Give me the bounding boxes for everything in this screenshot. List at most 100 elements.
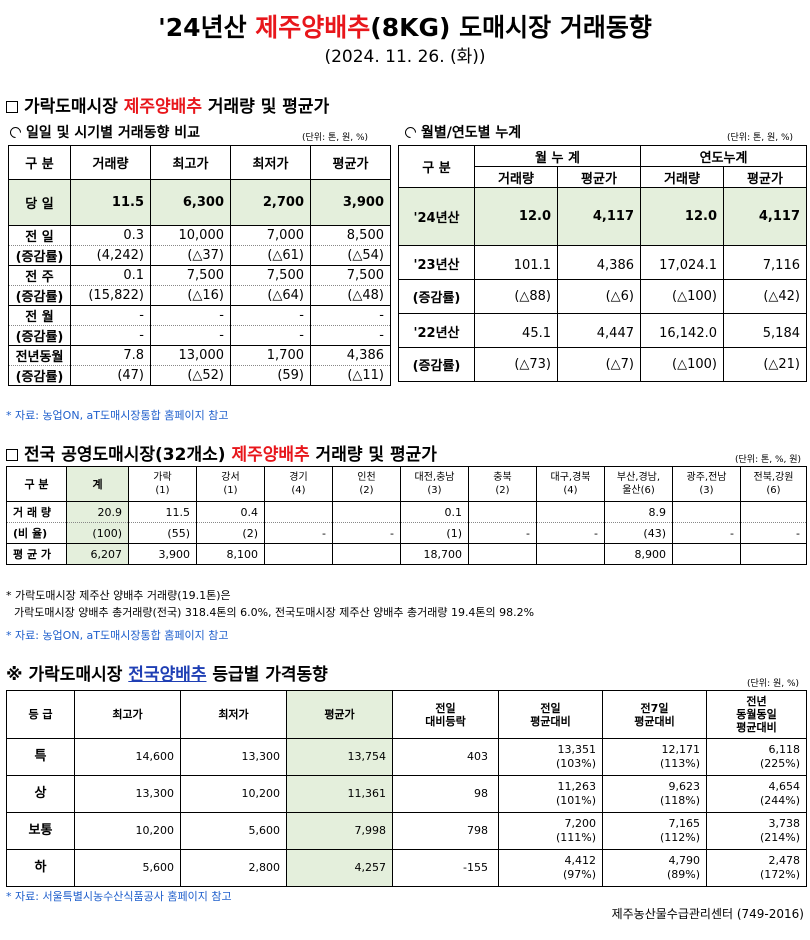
header-label: 전일 [435, 701, 456, 715]
daily-subtitle-text: 일일 및 시기별 거래동향 비교 [26, 125, 201, 141]
header-cell: 전7일 평균대비 [602, 690, 707, 739]
header-count: (1) [155, 485, 170, 496]
value-percent: (101%) [555, 794, 596, 807]
row-label: (비 율) [6, 522, 67, 544]
title-prefix: '24년산 [158, 13, 256, 42]
header-cell: 강서 (1) [196, 466, 265, 502]
value-cell: - [230, 305, 311, 326]
value-cell: (1) [400, 522, 469, 544]
today-row: 당 일 11.5 6,300 2,700 3,900 [8, 179, 391, 226]
header-cell: 최저가 [230, 145, 311, 180]
value-cell: 403 [392, 738, 499, 776]
circle-bullet-icon [7, 124, 24, 141]
header-cell: 평균가 [310, 145, 391, 180]
value-cell [536, 501, 605, 523]
page-title: '24년산 제주양배추(8KG) 도매시장 거래동향 [0, 8, 810, 44]
header-label: 동월동일 [736, 708, 777, 721]
value-cell: 18,700 [400, 543, 469, 565]
row-label: 전 주 [8, 265, 71, 286]
value-cell: 4,654 (244%) [706, 775, 807, 813]
value-cell: 2,700 [230, 179, 311, 226]
value-cell: 4,447 [557, 313, 641, 348]
header-cell: 구 분 [398, 145, 475, 188]
change-cell: (△6) [557, 279, 641, 314]
row-sublabel: (증감률) [8, 325, 71, 346]
header-label: 전일 [540, 701, 561, 715]
value-cell [332, 543, 401, 565]
change-cell: (△100) [640, 347, 724, 382]
value-percent: (112%) [659, 831, 700, 844]
header-cell: 거래량 [70, 145, 151, 180]
value-cell: 3,738 (214%) [706, 812, 807, 850]
change-cell: (△61) [230, 245, 311, 266]
grade-label: 보통 [6, 812, 75, 850]
header-cell: 계 [66, 466, 129, 502]
header-label: 계 [92, 477, 103, 491]
value-cell: 4,412 (97%) [498, 849, 603, 887]
value-cell: - [264, 522, 333, 544]
value-percent: (103%) [555, 757, 596, 770]
cumulative-table: 구 분 월 누 계 연도누계 거래량 평균가 거래량 평균가 '24년산 12.… [398, 145, 807, 382]
value-cell: 13,754 [286, 738, 393, 776]
change-cell: - [150, 325, 231, 346]
header-count: (4) [563, 485, 578, 496]
title-suffix: (8KG) 도매시장 거래동향 [370, 13, 652, 42]
section1-heading-highlight: 제주양배추 [123, 97, 202, 117]
value-percent: (225%) [759, 757, 800, 770]
ratio-row: (비 율) (100) (55) (2) - - (1) - - (43) - … [6, 522, 807, 544]
header-cell: 전북,강원 (6) [740, 466, 807, 502]
change-cell: (△11) [310, 365, 391, 386]
header-label: 평균가 [324, 708, 355, 721]
change-cell: (4,242) [70, 245, 151, 266]
change-cell: - [310, 325, 391, 346]
value-cell: 7,500 [230, 265, 311, 286]
header-label: 최고가 [112, 708, 143, 721]
value-cell: 2,800 [180, 849, 287, 887]
grade-row: 보통 10,200 5,600 7,998 798 7,200 (111%) 7,… [6, 812, 807, 850]
value-percent: (111%) [555, 831, 596, 844]
table-header-row: 구 분 거래량 최고가 최저가 평균가 [8, 145, 391, 180]
table-row: (증감률) - - - - [8, 325, 391, 346]
header-cell: 대구,경북 (4) [536, 466, 605, 502]
value-amount: 13,351 [557, 743, 597, 756]
section2-source: * 자료: 농업ON, aT도매시장통합 홈페이지 참고 [6, 629, 229, 642]
header-label: 전7일 [640, 701, 669, 715]
row-sublabel: (증감률) [8, 365, 71, 386]
change-cell: (△64) [230, 285, 311, 306]
value-amount: 4,790 [668, 854, 701, 867]
daily-trade-table: 구 분 거래량 최고가 최저가 평균가 당 일 11.5 6,300 2,700… [8, 145, 391, 386]
value-cell [468, 501, 537, 523]
header-cell: 거래량 [474, 166, 558, 188]
header-cell: 구 분 [8, 145, 71, 180]
section3-unit: (단위: 원, %) [747, 679, 800, 689]
grade-price-table: 등 급 최고가 최저가 평균가 전일 대비등락 전일 평균대비 전7일 평균대비 전년… [6, 690, 807, 887]
table-row: (증감률) (4,242) (△37) (△61) (△54) [8, 245, 391, 266]
table-header-row: 구 분 월 누 계 연도누계 [398, 145, 807, 188]
change-cell: - [230, 325, 311, 346]
value-cell: 3,900 [128, 543, 197, 565]
value-cell: 17,024.1 [640, 245, 724, 280]
value-cell: 12.0 [474, 187, 558, 246]
value-amount: 9,623 [668, 780, 701, 793]
table-row: (증감률) (15,822) (△16) (△64) (△48) [8, 285, 391, 306]
value-cell: 11.5 [128, 501, 197, 523]
daily-unit: (단위: 톤, 원, %) [302, 133, 369, 143]
value-cell: 6,300 [150, 179, 231, 226]
row-label: '24년산 [398, 187, 475, 246]
value-cell: - [536, 522, 605, 544]
row-sublabel: (증감률) [8, 285, 71, 306]
value-cell: 9,623 (118%) [602, 775, 707, 813]
value-cell: 12,171 (113%) [602, 738, 707, 776]
value-cell [264, 543, 333, 565]
header-label: 가락 [153, 472, 172, 483]
value-cell: - [740, 522, 807, 544]
value-cell: 13,300 [180, 738, 287, 776]
value-cell: 10,200 [180, 775, 287, 813]
row-sublabel: (증감률) [398, 347, 475, 382]
value-cell: 16,142.0 [640, 313, 724, 348]
value-cell: 8,900 [604, 543, 673, 565]
section2-heading-highlight: 제주양배추 [231, 445, 310, 465]
value-cell: 13,351 (103%) [498, 738, 603, 776]
header-count: (6) [766, 485, 781, 496]
section3-heading-suffix: 등급별 가격동향 [206, 665, 328, 685]
